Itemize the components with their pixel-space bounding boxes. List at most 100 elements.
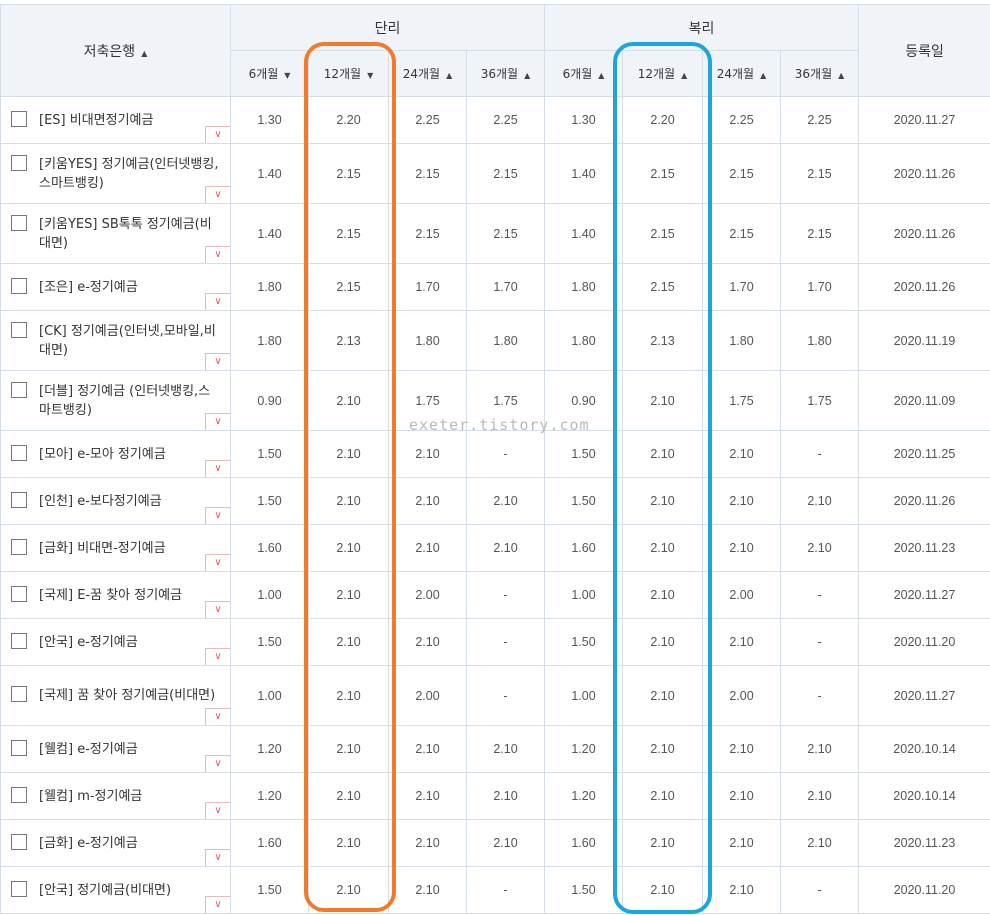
row-checkbox[interactable]: [11, 491, 27, 508]
chevron-down-icon[interactable]: ∨: [205, 246, 230, 263]
chevron-down-icon[interactable]: ∨: [205, 849, 230, 866]
chevron-down-icon[interactable]: ∨: [205, 802, 230, 819]
bank-product-cell: [ES] 비대면정기예금 ∨: [0, 96, 231, 144]
row-checkbox[interactable]: [11, 632, 27, 649]
chevron-down-icon[interactable]: ∨: [205, 353, 230, 370]
simple-rate-cell: 2.10: [308, 430, 389, 478]
sort-asc-icon: ▲: [681, 71, 688, 80]
row-checkbox[interactable]: [11, 880, 27, 897]
simple-rate-cell: 2.10: [388, 524, 467, 572]
chevron-down-icon[interactable]: ∨: [205, 186, 230, 203]
chevron-down-icon[interactable]: ∨: [205, 755, 230, 772]
simple-rate-cell: 2.10: [308, 477, 389, 525]
bank-product-cell: [금화] 비대면-정기예금 ∨: [0, 524, 231, 572]
registration-date-cell: 2020.11.26: [858, 203, 990, 264]
compound-rate-cell: 2.10: [702, 725, 782, 773]
period-label: 24개월: [402, 67, 441, 81]
compound-rate-cell: 2.13: [622, 310, 704, 371]
row-checkbox[interactable]: [11, 739, 27, 756]
row-checkbox[interactable]: [11, 786, 27, 803]
chevron-down-icon[interactable]: ∨: [205, 507, 230, 524]
compound-rate-cell: 1.00: [544, 665, 624, 726]
row-checkbox[interactable]: [11, 110, 27, 127]
table-row: [모아] e-모아 정기예금 ∨ 1.50 2.10 2.10-1.50 2.10 2.10…: [0, 430, 990, 478]
period-header-compound-2[interactable]: 24개월 ▲: [702, 50, 782, 97]
table-row: [안국] 정기예금(비대면) ∨ 1.50 2.10 2.10-1.50 2.10 2.10…: [0, 866, 990, 914]
compound-rate-cell: 2.25: [780, 96, 860, 144]
chevron-down-icon[interactable]: ∨: [205, 648, 230, 665]
period-header-simple-1[interactable]: 12개월 ▼: [308, 50, 389, 97]
compound-interest-header: 복리: [544, 4, 860, 51]
compound-rate-cell: 2.10: [780, 725, 860, 773]
compound-rate-cell: 2.15: [780, 203, 860, 264]
row-checkbox[interactable]: [11, 381, 27, 398]
bank-product-cell: [금화] e-정기예금 ∨: [0, 819, 231, 867]
sort-asc-icon: ▲: [838, 71, 845, 80]
simple-rate-cell: 2.10: [308, 725, 389, 773]
simple-rate-cell: 1.60: [230, 524, 309, 572]
chevron-down-icon[interactable]: ∨: [205, 413, 230, 430]
simple-rate-cell: 2.15: [308, 203, 389, 264]
row-checkbox[interactable]: [11, 686, 27, 702]
simple-rate-cell: 1.40: [230, 203, 309, 264]
chevron-down-icon[interactable]: ∨: [205, 126, 230, 143]
simple-rate-cell: 2.10: [388, 477, 467, 525]
chevron-down-icon[interactable]: ∨: [205, 293, 230, 310]
row-checkbox[interactable]: [11, 154, 27, 171]
compound-rate-cell: 2.00: [702, 665, 782, 726]
table-row: [인천] e-보다정기예금 ∨ 1.50 2.10 2.10 2.10 1.50 2.10 2.…: [0, 477, 990, 525]
row-checkbox[interactable]: [11, 214, 27, 231]
simple-rate-cell: -: [465, 571, 546, 619]
period-header-simple-2[interactable]: 24개월 ▲: [388, 50, 467, 97]
compound-rate-cell: 2.10: [622, 524, 704, 572]
compound-rate-cell: 2.10: [702, 524, 782, 572]
compound-rate-cell: 2.10: [702, 477, 782, 525]
product-name: [금화] 비대면-정기예금: [39, 540, 166, 556]
period-label: 6개월: [562, 67, 593, 81]
compound-rate-cell: 1.50: [544, 618, 624, 666]
compound-rate-cell: 1.60: [544, 819, 624, 867]
bank-column-header[interactable]: 저축은행 ▲: [0, 4, 231, 97]
compound-rate-cell: 2.10: [622, 370, 704, 431]
bank-product-cell: [키움YES] 정기예금(인터넷뱅킹,스마트뱅킹) ∨: [0, 143, 231, 204]
compound-rate-cell: 2.10: [622, 819, 704, 867]
compound-rate-cell: 1.75: [780, 370, 860, 431]
registration-date-cell: 2020.11.27: [858, 571, 990, 619]
bank-product-cell: [모아] e-모아 정기예금 ∨: [0, 430, 231, 478]
simple-rate-cell: 2.10: [388, 866, 467, 914]
compound-rate-cell: 2.10: [622, 772, 704, 820]
row-checkbox[interactable]: [11, 585, 27, 602]
compound-rate-cell: 2.15: [622, 263, 704, 311]
registration-date-cell: 2020.11.23: [858, 524, 990, 572]
registration-date-cell: 2020.11.19: [858, 310, 990, 371]
bank-product-cell: [웰컴] e-정기예금 ∨: [0, 725, 231, 773]
chevron-down-icon[interactable]: ∨: [205, 554, 230, 571]
compound-rate-cell: 2.15: [622, 203, 704, 264]
compound-rate-cell: 2.10: [622, 725, 704, 773]
product-name: [안국] e-정기예금: [39, 634, 138, 650]
chevron-down-icon[interactable]: ∨: [205, 601, 230, 618]
row-checkbox[interactable]: [11, 321, 27, 338]
table-row: [CK] 정기예금(인터넷,모바일,비대면) ∨ 1.80 2.13 1.80 1.80 1…: [0, 310, 990, 371]
simple-rate-cell: 1.70: [388, 263, 467, 311]
simple-rate-cell: 1.50: [230, 477, 309, 525]
table-row: [키움YES] SB톡톡 정기예금(비대면) ∨ 1.40 2.15 2.15 2.15 1…: [0, 203, 990, 264]
product-name: [조은] e-정기예금: [39, 279, 138, 295]
chevron-down-icon[interactable]: ∨: [205, 708, 230, 725]
period-header-simple-3[interactable]: 36개월 ▲: [465, 50, 546, 97]
period-header-compound-0[interactable]: 6개월 ▲: [544, 50, 624, 97]
simple-rate-cell: 2.10: [388, 725, 467, 773]
registration-date-cell: 2020.11.25: [858, 430, 990, 478]
simple-rate-cell: 2.00: [388, 571, 467, 619]
row-checkbox[interactable]: [11, 538, 27, 555]
period-header-simple-0[interactable]: 6개월 ▼: [230, 50, 309, 97]
row-checkbox[interactable]: [11, 444, 27, 461]
chevron-down-icon[interactable]: ∨: [205, 460, 230, 477]
period-header-compound-1[interactable]: 12개월 ▲: [622, 50, 704, 97]
chevron-down-icon[interactable]: ∨: [205, 896, 230, 913]
row-checkbox[interactable]: [11, 833, 27, 850]
registration-date-cell: 2020.11.09: [858, 370, 990, 431]
period-header-compound-3[interactable]: 36개월 ▲: [780, 50, 860, 97]
table-row: [금화] e-정기예금 ∨ 1.60 2.10 2.10 2.10 1.60 2.10 2.10…: [0, 819, 990, 867]
row-checkbox[interactable]: [11, 277, 27, 294]
